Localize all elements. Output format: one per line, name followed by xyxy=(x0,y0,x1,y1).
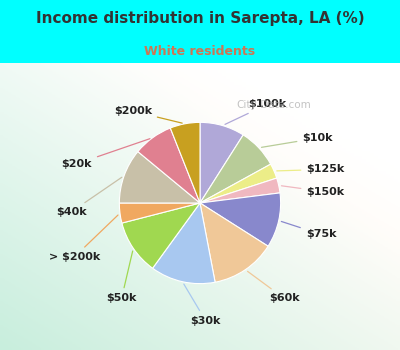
Wedge shape xyxy=(122,203,200,268)
Wedge shape xyxy=(200,135,271,203)
Text: $125k: $125k xyxy=(277,164,344,174)
Wedge shape xyxy=(119,152,200,203)
Text: $50k: $50k xyxy=(106,251,137,303)
Text: $150k: $150k xyxy=(282,186,344,197)
Text: Income distribution in Sarepta, LA (%): Income distribution in Sarepta, LA (%) xyxy=(36,12,364,26)
Wedge shape xyxy=(170,122,200,203)
Text: $40k: $40k xyxy=(56,177,122,217)
Wedge shape xyxy=(200,178,280,203)
Wedge shape xyxy=(200,203,268,282)
Wedge shape xyxy=(119,203,200,223)
Text: > $200k: > $200k xyxy=(49,215,118,262)
Wedge shape xyxy=(200,193,281,246)
Text: $10k: $10k xyxy=(262,133,333,147)
Text: $30k: $30k xyxy=(184,284,221,326)
Text: $60k: $60k xyxy=(248,271,299,303)
Wedge shape xyxy=(200,164,277,203)
Text: $200k: $200k xyxy=(114,106,182,123)
Wedge shape xyxy=(200,122,243,203)
Text: $100k: $100k xyxy=(225,99,286,124)
Text: City-Data.com: City-Data.com xyxy=(236,100,311,110)
Text: $20k: $20k xyxy=(62,139,150,169)
Text: White residents: White residents xyxy=(144,45,256,58)
Wedge shape xyxy=(138,128,200,203)
Wedge shape xyxy=(153,203,215,284)
Text: $75k: $75k xyxy=(281,222,336,239)
